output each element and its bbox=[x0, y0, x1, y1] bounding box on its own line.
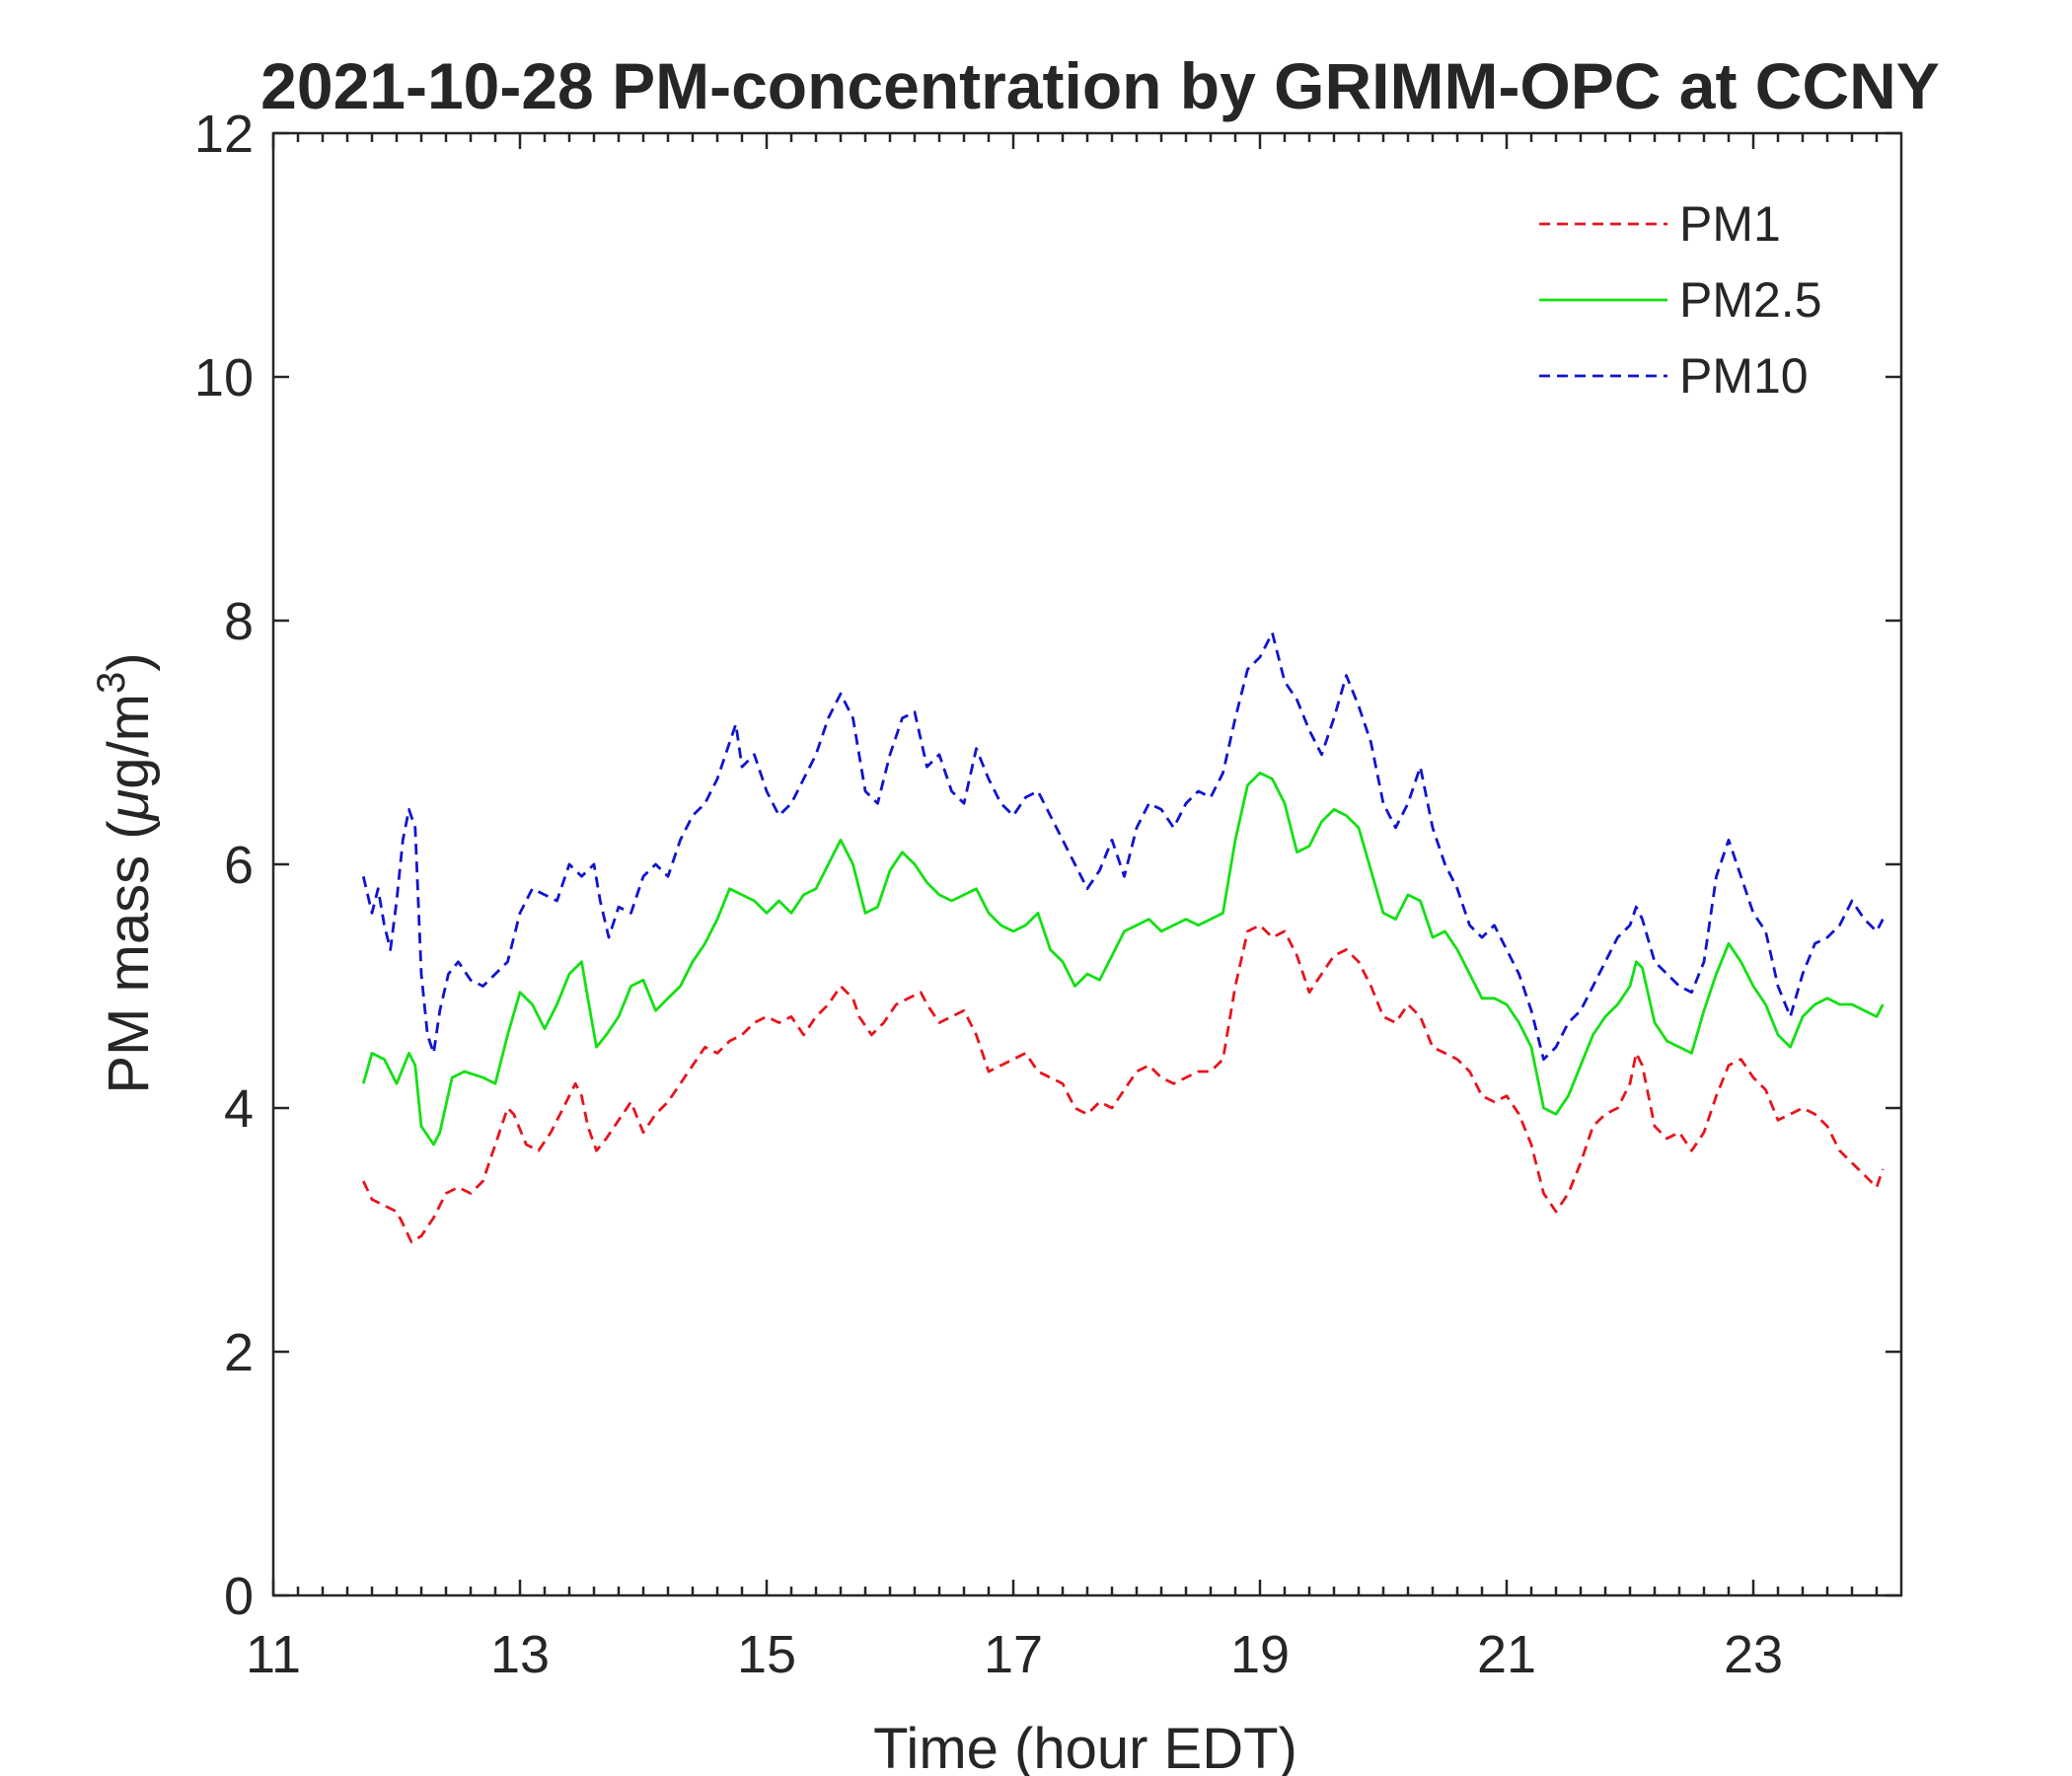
y-axis-label-mu: μ bbox=[97, 789, 161, 823]
chart-title: 2021-10-28 PM-concentration by GRIMM-OPC… bbox=[260, 49, 1940, 122]
y-tick-label: 4 bbox=[224, 1079, 254, 1139]
x-axis-label: Time (hour EDT) bbox=[873, 1717, 1297, 1776]
series-layer bbox=[361, 631, 1885, 1244]
x-tick-label: 11 bbox=[246, 1625, 301, 1684]
legend: PM1 PM2.5 PM10 bbox=[1539, 196, 1822, 404]
y-axis-label-unit: g/m bbox=[97, 694, 161, 789]
y-tick-labels: 0 2 4 6 8 10 12 bbox=[194, 105, 254, 1626]
y-tick-label: 0 bbox=[224, 1567, 254, 1626]
y-tick-label: 10 bbox=[194, 348, 254, 407]
legend-label-pm2-5: PM2.5 bbox=[1679, 272, 1822, 328]
y-tick-label: 12 bbox=[194, 105, 254, 164]
x-tick-label: 15 bbox=[737, 1625, 796, 1684]
x-tick-label: 13 bbox=[490, 1625, 550, 1684]
series-line-pm10 bbox=[361, 631, 1885, 1061]
x-tick-label: 19 bbox=[1230, 1625, 1290, 1684]
series-line-pm1 bbox=[362, 924, 1885, 1244]
plot-area bbox=[271, 131, 1903, 1597]
y-tick-label: 6 bbox=[224, 836, 254, 895]
y-axis-label: PM mass (μg/m3) bbox=[90, 652, 161, 1093]
y-tick-label: 8 bbox=[224, 592, 254, 651]
x-tick-label: 23 bbox=[1724, 1625, 1783, 1684]
y-axis-label-suffix: ) bbox=[97, 652, 161, 671]
x-tick-label: 17 bbox=[984, 1625, 1043, 1684]
x-tick-labels: 11 13 15 17 19 21 23 bbox=[246, 1625, 1783, 1684]
y-tick-label: 2 bbox=[224, 1323, 254, 1382]
legend-label-pm1: PM1 bbox=[1679, 196, 1781, 252]
x-tick-label: 21 bbox=[1477, 1625, 1536, 1684]
tick-layer bbox=[271, 131, 1901, 1597]
y-axis-label-prefix: PM mass ( bbox=[97, 820, 161, 1093]
series-line-pm2-5 bbox=[361, 772, 1885, 1147]
y-axis-label-superscript: 3 bbox=[90, 672, 133, 694]
legend-label-pm10: PM10 bbox=[1679, 348, 1809, 404]
